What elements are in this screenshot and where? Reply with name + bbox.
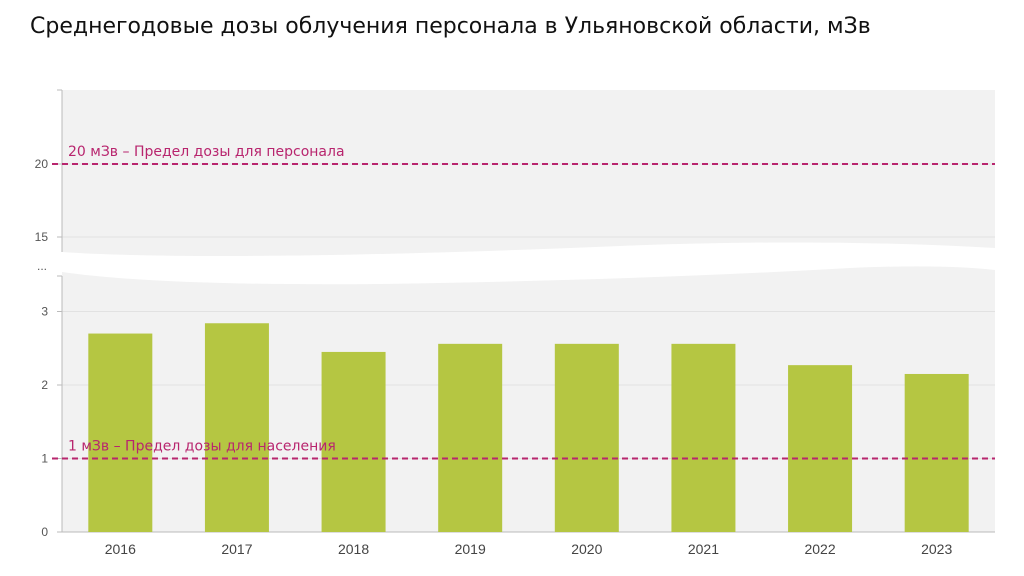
x-tick-label: 2021 (688, 541, 719, 557)
bar (88, 333, 153, 532)
reference-line-label: 20 мЗв – Предел дозы для персонала (68, 144, 345, 160)
bar (904, 373, 969, 532)
bar (554, 343, 619, 532)
axis-break-marker: ... (37, 259, 47, 273)
bar (788, 365, 853, 532)
y-tick-label: 3 (41, 305, 48, 319)
x-tick-label: 2019 (455, 541, 486, 557)
x-tick-label: 2023 (921, 541, 952, 557)
x-tick-label: 2018 (338, 541, 369, 557)
bar (438, 343, 503, 532)
x-tick-label: 2017 (221, 541, 252, 557)
lower-plot-background (62, 266, 995, 532)
upper-plot-background (62, 90, 995, 256)
y-tick-label: 2 (41, 378, 48, 392)
y-tick-label: 1 (41, 452, 48, 466)
bar (321, 351, 386, 532)
reference-line-label: 1 мЗв – Предел дозы для населения (68, 439, 336, 455)
y-tick-label: 20 (35, 157, 49, 171)
y-tick-label: 0 (41, 525, 48, 539)
bar (204, 323, 269, 532)
chart-title: Среднегодовые дозы облучения персонала в… (30, 14, 871, 39)
x-tick-label: 2022 (804, 541, 835, 557)
bar (671, 343, 736, 532)
y-tick-label: 15 (35, 230, 49, 244)
x-tick-label: 2020 (571, 541, 602, 557)
x-tick-label: 2016 (105, 541, 136, 557)
